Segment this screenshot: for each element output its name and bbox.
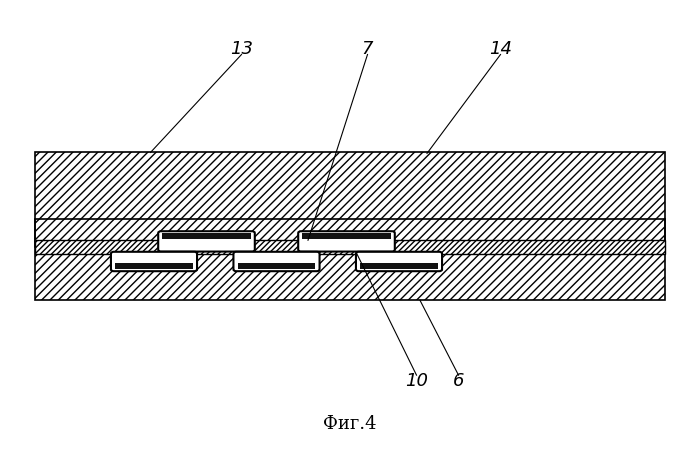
FancyBboxPatch shape xyxy=(111,252,197,271)
Bar xyxy=(35,152,665,247)
Bar xyxy=(35,240,665,254)
Bar xyxy=(35,240,665,254)
FancyBboxPatch shape xyxy=(158,231,255,251)
Bar xyxy=(238,263,315,269)
FancyBboxPatch shape xyxy=(356,252,442,271)
Bar xyxy=(302,233,391,239)
Bar xyxy=(35,240,665,254)
Text: 10: 10 xyxy=(405,372,428,390)
Text: 13: 13 xyxy=(230,40,253,57)
FancyBboxPatch shape xyxy=(298,231,395,251)
Text: 6: 6 xyxy=(453,372,464,390)
Text: 14: 14 xyxy=(489,40,512,57)
Bar xyxy=(162,233,251,239)
Text: Фиг.4: Фиг.4 xyxy=(323,415,377,433)
Text: 7: 7 xyxy=(362,40,373,57)
FancyBboxPatch shape xyxy=(234,252,319,271)
Bar xyxy=(35,219,665,300)
Bar xyxy=(360,263,438,269)
Bar xyxy=(35,152,665,247)
Bar xyxy=(115,263,193,269)
Bar xyxy=(35,219,665,300)
